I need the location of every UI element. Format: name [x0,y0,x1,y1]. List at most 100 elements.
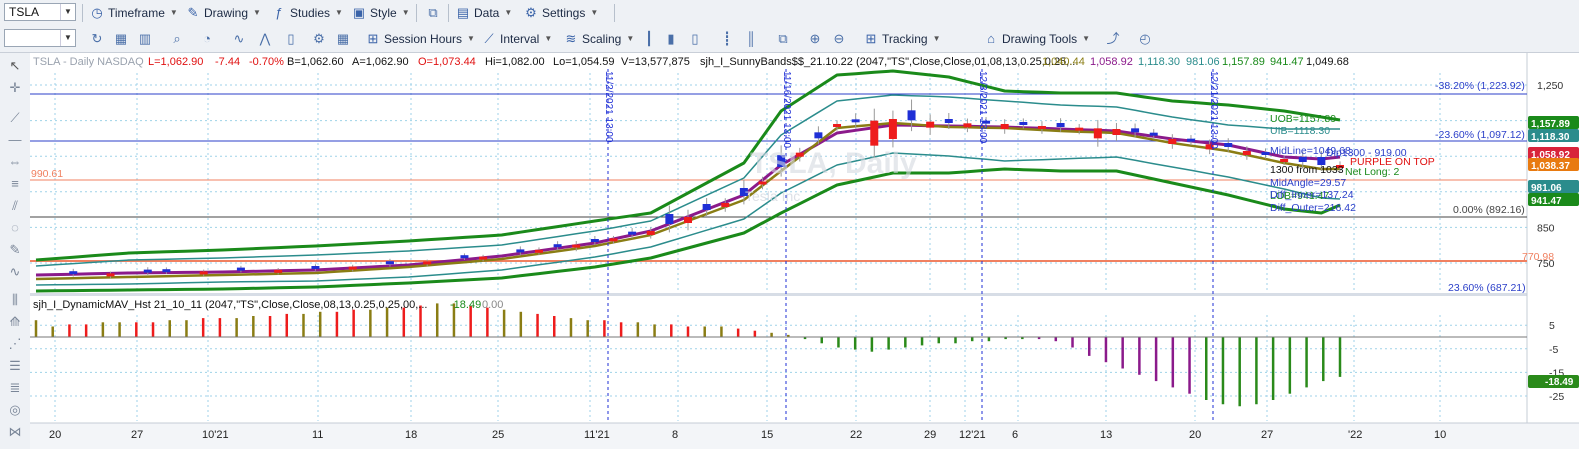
date-axis-background [30,423,1579,449]
candle-up [851,119,860,123]
candle-down [534,249,543,253]
zoom-in-icon[interactable]: ⊕ [809,31,821,46]
chevron-down-icon[interactable]: ▼ [60,4,75,20]
fib-icon[interactable]: ≡ [11,176,19,191]
candle-down [870,120,879,146]
hline-label-right: 770.98 [1522,251,1554,263]
ohlc-icon[interactable]: ┋ [723,31,731,46]
candle-down [833,124,842,127]
interval-select[interactable]: ▼ [4,29,76,47]
scaling-label: Scaling [582,32,622,46]
price-tag [1528,116,1579,129]
channel-icon[interactable]: ⫽ [12,198,18,213]
timeframe-menu[interactable]: ◷ Timeframe ▼ [90,3,178,23]
speed-icon[interactable]: ◔ [203,31,211,46]
header-v6: 941.47 [1270,56,1304,68]
candle-up [143,269,152,273]
candle-up [777,155,786,167]
interval-icon: ⟋ [484,31,494,46]
candle-up [1149,132,1158,136]
ann-mid: MidLine=1049.68 [1270,145,1351,157]
watermark-subtitle: Tesla Inc [745,188,800,204]
candle-up [1186,138,1195,142]
candle-down [609,238,618,242]
volume-icon[interactable]: ║ [746,31,756,46]
trendline-icon[interactable]: ⟋ [10,110,20,125]
grid-icon[interactable]: ▦ [336,31,350,46]
layout-icon[interactable]: ⧉ [428,5,438,20]
crosshair-icon[interactable]: ✛ [9,80,21,95]
zoom-icon[interactable]: ⌕ [173,31,181,46]
bars-icon[interactable]: ▯ [287,31,295,46]
horizontal-line-icon[interactable]: — [8,132,22,147]
chart-grid-icon[interactable]: ▦ [114,31,128,46]
zoom-out-icon[interactable]: ⊖ [833,31,845,46]
drawing-tools-menu[interactable]: ⌂ Drawing Tools ▼ [984,29,1090,49]
ann-uob: UOB=1157.89 [1270,113,1336,125]
price-tick: 1,250 [1537,80,1563,92]
studies-menu[interactable]: ƒ Studies ▼ [272,3,343,23]
price-chart[interactable]: 11/2/2021 13:00 11/16/2021 13:00 12/3/2021… [30,53,1579,449]
ann-from: 1300 from 1033 [1270,164,1344,176]
header-ask: A=1,062.90 [352,56,409,68]
drawing-menu[interactable]: ✎ Drawing ▼ [186,3,261,23]
tracking-menu[interactable]: ⊞ Tracking ▼ [864,29,941,49]
ann-netlong: Net Long: 2 [1345,166,1399,178]
candle-up [1298,157,1307,162]
columns-icon[interactable]: ⫼ [12,292,18,307]
cog-icon[interactable]: ⚙ [313,31,325,46]
candle-up [385,261,394,265]
pen-icon[interactable]: ✎ [9,242,21,257]
wave-icon[interactable]: ∿ [233,31,245,46]
settings-menu[interactable]: ⚙ Settings ▼ [524,3,598,23]
style-label: Style [370,6,397,20]
price-tick: 850 [1537,222,1555,234]
date-tick: 29 [924,429,936,441]
interval-menu[interactable]: ⟋ Interval ▼ [482,29,552,49]
time-vline-label: 12/21/2021 13:00 [1208,71,1219,149]
pointer-icon[interactable]: ↖ [9,58,21,73]
tracking-label: Tracking [882,32,928,46]
settings-label: Settings [542,6,586,20]
header-title: TSLA - Daily NASDAQ [33,56,144,68]
chevron-down-icon[interactable]: ▼ [60,30,75,46]
lines-icon[interactable]: ☰ [9,358,21,373]
date-tick: 22 [850,429,862,441]
date-tick: 8 [672,429,678,441]
arrows-icon[interactable]: ⇔ [8,154,22,169]
pattern-icon[interactable]: ⋈ [8,424,22,439]
session-hours-menu[interactable]: ⊞ Session Hours ▼ [366,29,475,49]
chart-analysis-icon[interactable]: ⤴ [1106,31,1120,46]
gann-icon[interactable]: ⋰ [8,336,22,351]
style-menu[interactable]: ▣ Style ▼ [352,3,410,23]
bar-chart-icon[interactable]: ┃ [645,31,653,46]
candle-up [1224,143,1233,147]
header-vol: V=13,577,875 [621,56,690,68]
data-menu[interactable]: ▤ Data ▼ [456,3,512,23]
candle-up [944,119,953,123]
date-tick: 25 [492,429,504,441]
lower-inner-band [35,152,1341,286]
circle-icon[interactable]: ◌ [11,220,19,235]
target-icon[interactable]: ◎ [9,402,21,417]
gear-icon: ⚙ [525,5,537,20]
line-chart-icon[interactable]: ⋀ [259,31,271,46]
table-icon[interactable]: ▥ [138,31,152,46]
speedometer-icon[interactable]: ◴ [1139,31,1151,46]
scaling-menu[interactable]: ≋ Scaling ▼ [564,29,635,49]
date-tick: 20 [1189,429,1201,441]
refresh-icon[interactable]: ↻ [91,31,103,46]
price-tag-label: 1,118.30 [1531,132,1570,143]
price-tag-label: 1,058.92 [1531,150,1570,161]
timeframe-label: Timeframe [108,6,165,20]
layout2-icon[interactable]: ⧉ [778,31,788,46]
candle-hollow-icon[interactable]: ▯ [691,31,699,46]
list-icon[interactable]: ≣ [9,380,21,395]
axes: 1,2501,1501,0509508507501,157.891,118.30… [49,80,1579,441]
wave-tool-icon[interactable]: ∿ [9,264,21,279]
symbol-input[interactable]: TSLA ▼ [4,3,76,21]
sub-tag [1528,375,1579,388]
candle-down [795,152,804,157]
candle-icon[interactable]: ▮ [667,31,675,46]
fan-icon[interactable]: ⟰ [9,314,21,329]
